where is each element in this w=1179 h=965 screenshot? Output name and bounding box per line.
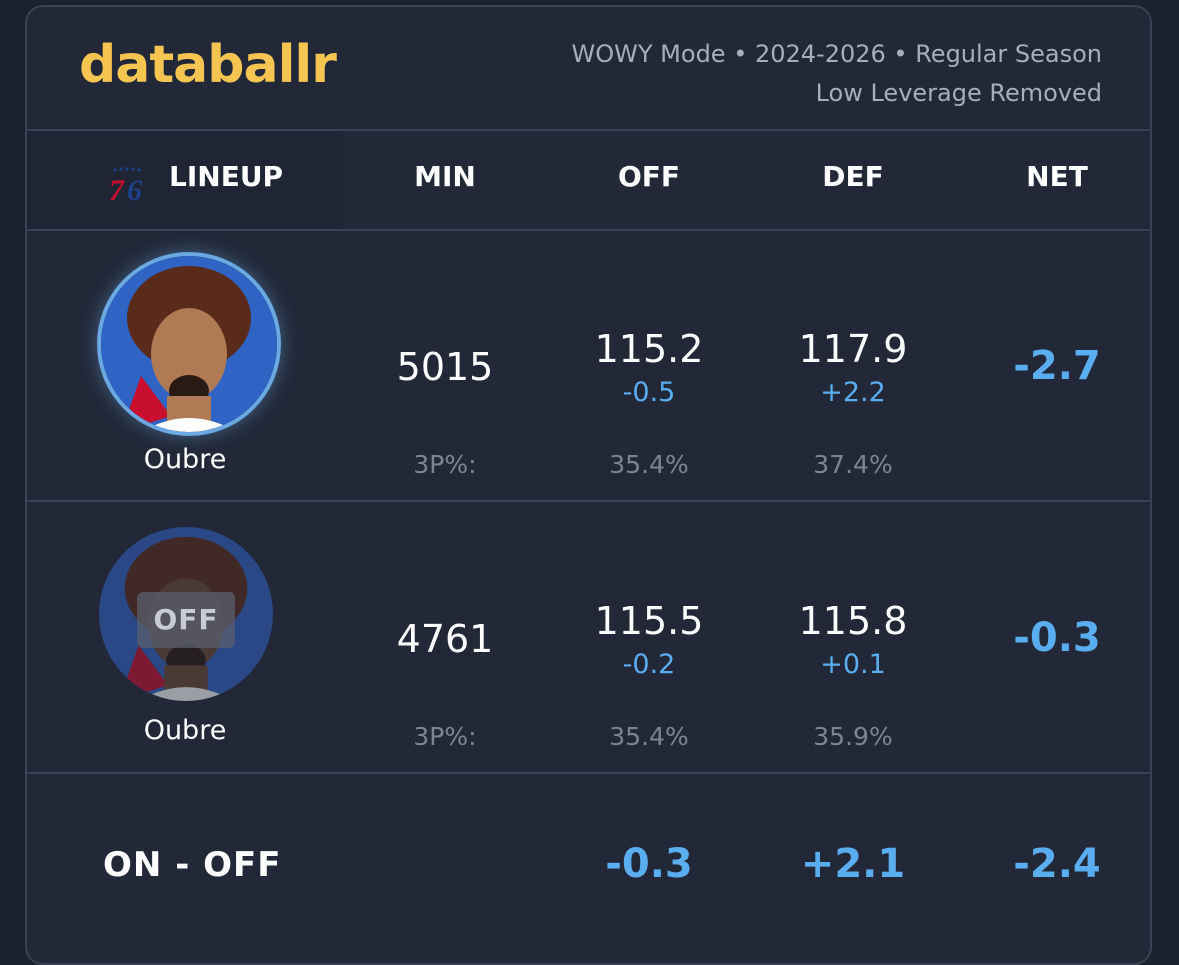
on-off-off-diff: -0.3 [605,841,693,887]
player-avatar-on[interactable] [97,252,281,436]
divider [27,229,1150,231]
row-off-def-rating: 115.8 [798,599,908,643]
row-on-net: -2.7 [1013,343,1101,389]
divider [27,772,1150,774]
divider [27,500,1150,502]
filter-line-1: WOWY Mode • 2024-2026 • Regular Season [571,40,1102,68]
row-off-off-3p: 35.4% [609,722,689,751]
76ers-logo-icon: 7 6 [109,167,142,203]
row-on-min: 5015 [396,345,494,389]
row-off-net: -0.3 [1013,615,1101,661]
row-on-off-diff: -0.5 [622,377,676,408]
row-off-off-diff: -0.2 [622,649,676,680]
lineup-header-cell [27,131,343,229]
card-header: databallr WOWY Mode • 2024-2026 • Regula… [27,7,1150,129]
player-name-on: Oubre [143,444,227,475]
row-off-off-rating: 115.5 [594,599,704,643]
svg-text:6: 6 [127,174,142,203]
on-off-label: ON - OFF [103,845,282,885]
player-name-off: Oubre [143,715,227,746]
row-off-def-3p: 35.9% [813,722,893,751]
filter-summary: WOWY Mode • 2024-2026 • Regular Season L… [572,35,1102,113]
col-header-off[interactable]: OFF [617,160,681,193]
brand-logo[interactable]: databallr [79,35,337,95]
col-header-min[interactable]: MIN [414,160,476,193]
off-badge: OFF [137,592,235,648]
row-on-3p-label: 3P%: [413,450,477,479]
row-off-3p-label: 3P%: [413,722,477,751]
player-headshot [101,256,277,432]
row-on-def-diff: +2.2 [820,377,886,408]
row-on-def-3p: 37.4% [813,450,893,479]
col-header-def[interactable]: DEF [822,160,884,193]
on-off-def-diff: +2.1 [800,841,906,887]
svg-text:7: 7 [109,174,125,203]
filter-line-2: Low Leverage Removed [815,79,1102,107]
divider [27,129,1150,131]
row-on-def-rating: 117.9 [798,327,908,371]
on-off-net-diff: -2.4 [1013,841,1101,887]
row-off-min: 4761 [396,617,494,661]
row-on-off-3p: 35.4% [609,450,689,479]
wowy-card: databallr WOWY Mode • 2024-2026 • Regula… [25,5,1152,965]
row-off-def-diff: +0.1 [820,649,886,680]
row-on-off-rating: 115.2 [594,327,704,371]
col-header-net[interactable]: NET [1026,160,1088,193]
col-header-lineup[interactable]: LINEUP [169,160,284,193]
